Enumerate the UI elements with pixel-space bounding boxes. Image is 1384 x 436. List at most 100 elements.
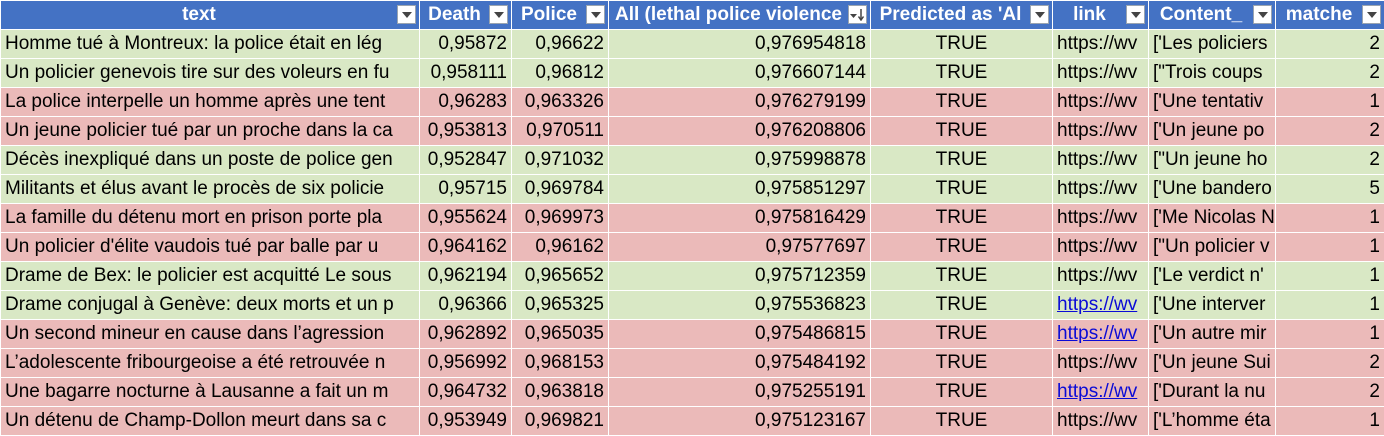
cell-link[interactable]: https://wv [1053,59,1149,88]
cell-all-score[interactable]: 0,975255191 [609,378,871,407]
filter-dropdown-button[interactable] [1030,5,1049,24]
cell-predicted[interactable]: TRUE [871,88,1053,117]
cell-police[interactable]: 0,963818 [512,378,609,407]
cell-content[interactable]: ['Une tentativ [1149,88,1276,117]
cell-matches[interactable]: 2 [1276,378,1384,407]
cell-link[interactable]: https://wv [1053,349,1149,378]
cell-all-score[interactable]: 0,97577697 [609,233,871,262]
cell-content[interactable]: ["Trois coups [1149,59,1276,88]
cell-content[interactable]: ['Une interver [1149,291,1276,320]
cell-police[interactable]: 0,965035 [512,320,609,349]
column-header-death[interactable]: Death [420,1,512,30]
cell-predicted[interactable]: TRUE [871,204,1053,233]
cell-police[interactable]: 0,969784 [512,175,609,204]
cell-predicted[interactable]: TRUE [871,175,1053,204]
cell-predicted[interactable]: TRUE [871,320,1053,349]
cell-all-score[interactable]: 0,975486815 [609,320,871,349]
column-header-predicted[interactable]: Predicted as 'Al [871,1,1053,30]
cell-police[interactable]: 0,96622 [512,30,609,59]
cell-link[interactable]: https://wv [1053,88,1149,117]
cell-all-score[interactable]: 0,976607144 [609,59,871,88]
cell-content[interactable]: ["Un policier v [1149,233,1276,262]
cell-predicted[interactable]: TRUE [871,378,1053,407]
cell-police[interactable]: 0,96162 [512,233,609,262]
cell-matches[interactable]: 2 [1276,59,1384,88]
cell-police[interactable]: 0,96812 [512,59,609,88]
cell-death[interactable]: 0,95872 [420,30,512,59]
cell-text[interactable]: Décès inexpliqué dans un poste de police… [1,146,420,175]
cell-text[interactable]: Drame conjugal à Genève: deux morts et u… [1,291,420,320]
cell-police[interactable]: 0,969821 [512,407,609,436]
cell-death[interactable]: 0,95715 [420,175,512,204]
cell-matches[interactable]: 2 [1276,146,1384,175]
cell-police[interactable]: 0,965325 [512,291,609,320]
cell-matches[interactable]: 1 [1276,233,1384,262]
cell-death[interactable]: 0,956992 [420,349,512,378]
cell-all-score[interactable]: 0,976208806 [609,117,871,146]
cell-link[interactable]: https://wv [1053,320,1149,349]
cell-text[interactable]: Un policier d'élite vaudois tué par ball… [1,233,420,262]
column-header-police[interactable]: Police [512,1,609,30]
cell-death[interactable]: 0,96366 [420,291,512,320]
cell-content[interactable]: ['L’homme éta [1149,407,1276,436]
cell-text[interactable]: Un policier genevois tire sur des voleur… [1,59,420,88]
cell-text[interactable]: Un détenu de Champ-Dollon meurt dans sa … [1,407,420,436]
cell-predicted[interactable]: TRUE [871,146,1053,175]
cell-matches[interactable]: 2 [1276,349,1384,378]
cell-link[interactable]: https://wv [1053,117,1149,146]
cell-matches[interactable]: 1 [1276,88,1384,117]
cell-death[interactable]: 0,96283 [420,88,512,117]
cell-predicted[interactable]: TRUE [871,407,1053,436]
cell-all-score[interactable]: 0,975536823 [609,291,871,320]
cell-all-score[interactable]: 0,975998878 [609,146,871,175]
cell-text[interactable]: Drame de Bex: le policier est acquitté L… [1,262,420,291]
cell-text[interactable]: Un second mineur en cause dans l’agressi… [1,320,420,349]
cell-content[interactable]: ["Un jeune ho [1149,146,1276,175]
cell-text[interactable]: Militants et élus avant le procès de six… [1,175,420,204]
cell-police[interactable]: 0,971032 [512,146,609,175]
column-header-all[interactable]: All (lethal police violence [609,1,871,30]
cell-text[interactable]: Homme tué à Montreux: la police était en… [1,30,420,59]
cell-death[interactable]: 0,953813 [420,117,512,146]
cell-death[interactable]: 0,952847 [420,146,512,175]
cell-matches[interactable]: 2 [1276,30,1384,59]
cell-link[interactable]: https://wv [1053,30,1149,59]
cell-police[interactable]: 0,970511 [512,117,609,146]
filter-dropdown-button[interactable] [586,5,605,24]
hyperlink[interactable]: https://wv [1057,323,1137,344]
cell-content[interactable]: ['Un autre mir [1149,320,1276,349]
cell-text[interactable]: La famille du détenu mort en prison port… [1,204,420,233]
cell-predicted[interactable]: TRUE [871,30,1053,59]
cell-text[interactable]: L’adolescente fribourgeoise a été retrou… [1,349,420,378]
cell-content[interactable]: ['Une bandero [1149,175,1276,204]
cell-content[interactable]: ['Un jeune Sui [1149,349,1276,378]
cell-death[interactable]: 0,955624 [420,204,512,233]
cell-matches[interactable]: 1 [1276,291,1384,320]
cell-link[interactable]: https://wv [1053,407,1149,436]
cell-police[interactable]: 0,969973 [512,204,609,233]
cell-death[interactable]: 0,958111 [420,59,512,88]
cell-all-score[interactable]: 0,976954818 [609,30,871,59]
cell-matches[interactable]: 1 [1276,204,1384,233]
filter-dropdown-button[interactable] [489,5,508,24]
cell-predicted[interactable]: TRUE [871,262,1053,291]
cell-all-score[interactable]: 0,976279199 [609,88,871,117]
cell-predicted[interactable]: TRUE [871,233,1053,262]
column-header-text[interactable]: text [1,1,420,30]
hyperlink[interactable]: https://wv [1057,381,1137,402]
cell-death[interactable]: 0,964732 [420,378,512,407]
filter-dropdown-button[interactable] [397,5,416,24]
cell-matches[interactable]: 1 [1276,407,1384,436]
cell-link[interactable]: https://wv [1053,175,1149,204]
cell-all-score[interactable]: 0,975712359 [609,262,871,291]
cell-matches[interactable]: 2 [1276,117,1384,146]
cell-predicted[interactable]: TRUE [871,59,1053,88]
cell-predicted[interactable]: TRUE [871,117,1053,146]
cell-content[interactable]: ['Durant la nu [1149,378,1276,407]
cell-predicted[interactable]: TRUE [871,291,1053,320]
cell-link[interactable]: https://wv [1053,262,1149,291]
cell-content[interactable]: ['Le verdict n' [1149,262,1276,291]
cell-link[interactable]: https://wv [1053,291,1149,320]
column-header-content[interactable]: Content_ [1149,1,1276,30]
cell-all-score[interactable]: 0,975816429 [609,204,871,233]
